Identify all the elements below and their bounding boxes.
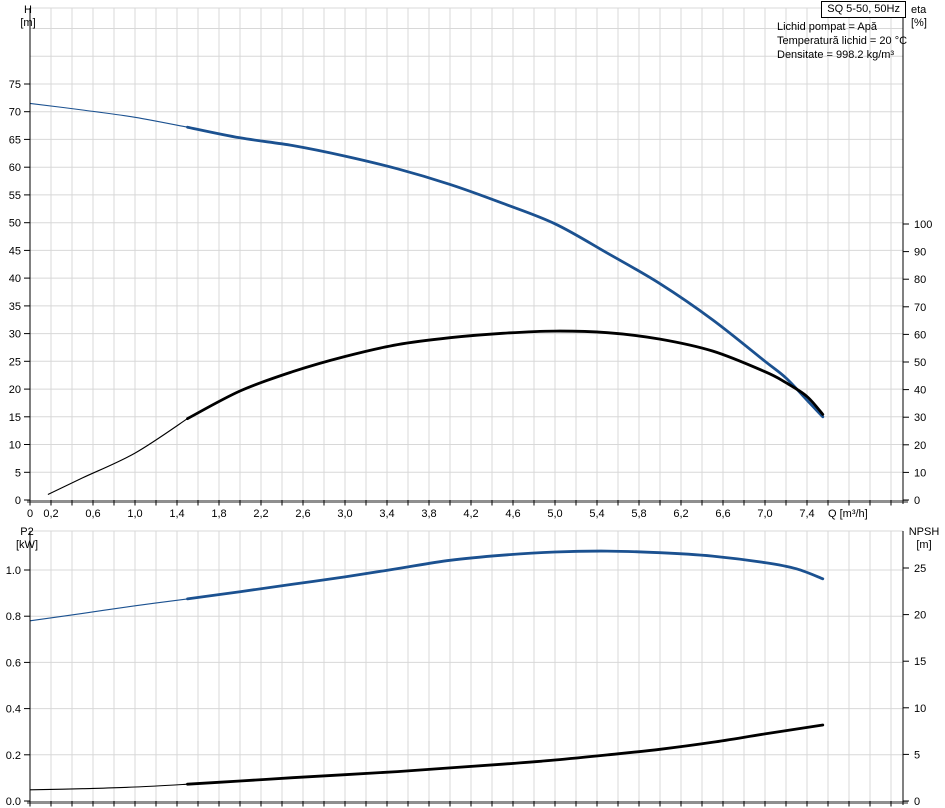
svg-text:6,2: 6,2 [673,508,688,520]
svg-text:30: 30 [9,329,21,341]
svg-text:20: 20 [914,610,926,622]
svg-text:3,8: 3,8 [421,508,436,520]
svg-text:0,6: 0,6 [85,508,100,520]
svg-text:25: 25 [9,356,21,368]
svg-text:0.8: 0.8 [6,611,21,623]
svg-text:5,0: 5,0 [547,508,562,520]
svg-text:60: 60 [914,329,926,341]
svg-text:0.0: 0.0 [6,796,21,808]
chart-title-box: SQ 5-50, 50Hz [821,1,906,18]
liquid-info-line: Temperatură lichid = 20 °C [777,35,908,47]
svg-text:1,0: 1,0 [127,508,142,520]
q-axis-label: Q [m³/h] [828,508,868,520]
svg-text:0: 0 [15,495,21,507]
liquid-info-block: Lichid pompat = Apă Temperatură lichid =… [777,20,907,62]
svg-text:6,6: 6,6 [715,508,730,520]
liquid-info-line: Lichid pompat = Apă [777,21,877,33]
svg-text:75: 75 [9,79,21,91]
svg-text:40: 40 [914,385,926,397]
svg-text:3,4: 3,4 [379,508,394,520]
svg-text:0.4: 0.4 [6,704,21,716]
svg-text:20: 20 [914,440,926,452]
svg-text:1.0: 1.0 [6,565,21,577]
h-axis-unit: [m] [20,17,36,29]
svg-text:30: 30 [914,412,926,424]
svg-text:4,6: 4,6 [505,508,520,520]
svg-text:10: 10 [9,440,21,452]
npsh-axis-label-block: NPSH [m] [903,526,945,552]
svg-text:0: 0 [914,796,920,808]
npsh-axis-label: NPSH [908,526,940,538]
svg-text:10: 10 [914,467,926,479]
svg-text:2,2: 2,2 [253,508,268,520]
svg-text:0: 0 [27,508,33,520]
eta-axis-label: eta [911,4,927,16]
svg-text:0.6: 0.6 [6,657,21,669]
svg-text:15: 15 [914,656,926,668]
svg-text:20: 20 [9,384,21,396]
svg-text:1,4: 1,4 [169,508,184,520]
h-axis-label-block: H [m] [13,4,43,30]
svg-text:80: 80 [914,274,926,286]
svg-text:45: 45 [9,245,21,257]
svg-text:40: 40 [9,273,21,285]
svg-text:15: 15 [9,412,21,424]
svg-text:0: 0 [914,495,920,507]
npsh-axis-unit: [m] [916,539,932,551]
svg-text:7,0: 7,0 [757,508,772,520]
eta-axis-unit: [%] [911,17,927,29]
svg-text:10: 10 [914,703,926,715]
svg-text:5: 5 [914,749,920,761]
svg-text:70: 70 [9,107,21,119]
svg-text:60: 60 [9,162,21,174]
svg-text:4,2: 4,2 [463,508,478,520]
svg-text:2,6: 2,6 [295,508,310,520]
svg-text:3,0: 3,0 [337,508,352,520]
h-axis-label: H [24,4,32,16]
svg-text:5: 5 [15,467,21,479]
eta-axis-label-block: eta [%] [911,4,943,30]
svg-text:0.2: 0.2 [6,750,21,762]
p2-axis-label-block: P2 [kW] [9,526,45,552]
svg-text:65: 65 [9,134,21,146]
p2-axis-unit: [kW] [16,539,38,551]
svg-text:55: 55 [9,190,21,202]
p2-axis-label: P2 [20,526,34,538]
svg-text:1,8: 1,8 [211,508,226,520]
liquid-info-line: Densitate = 998.2 kg/m³ [777,49,895,61]
svg-text:5,8: 5,8 [631,508,646,520]
svg-text:90: 90 [914,247,926,259]
svg-text:100: 100 [914,219,932,231]
svg-text:7,4: 7,4 [799,508,814,520]
svg-text:5,4: 5,4 [589,508,604,520]
svg-text:35: 35 [9,301,21,313]
svg-text:70: 70 [914,302,926,314]
svg-text:0,2: 0,2 [43,508,58,520]
svg-text:25: 25 [914,563,926,575]
svg-text:50: 50 [9,218,21,230]
svg-text:50: 50 [914,357,926,369]
